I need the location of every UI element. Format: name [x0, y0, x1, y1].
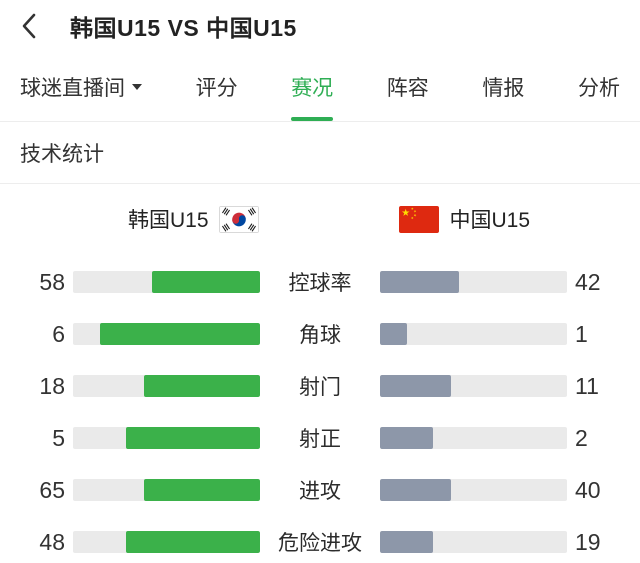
stat-row: 48 危险进攻 19 [0, 516, 640, 563]
tab-lineup[interactable]: 阵容 [386, 76, 429, 100]
home-bar-fill [151, 271, 260, 293]
stat-label: 射正 [299, 428, 341, 451]
away-value: 40 [575, 476, 601, 503]
stat-row: 5 射正 2 [0, 412, 640, 464]
home-bar [73, 375, 260, 397]
stat-row: 6 角球 1 [0, 308, 640, 360]
away-bar-fill [380, 375, 451, 397]
south-korea-flag-icon [218, 205, 259, 233]
china-flag-icon [399, 205, 440, 233]
away-bar-fill [380, 323, 407, 345]
tab-intel[interactable]: 情报 [482, 76, 525, 100]
chevron-left-icon [22, 13, 36, 39]
home-bar-fill [99, 323, 260, 345]
back-button[interactable] [20, 11, 46, 41]
section-title: 技术统计 [0, 122, 640, 184]
away-bar [380, 323, 567, 345]
home-value: 6 [52, 320, 65, 347]
header: 韩国U15 VS 中国U15 [0, 0, 640, 52]
stat-row: 58 控球率 42 [0, 256, 640, 308]
away-value: 42 [575, 268, 601, 295]
away-value: 2 [575, 424, 588, 451]
home-bar [73, 271, 260, 293]
home-bar-fill [126, 531, 260, 553]
home-bar [73, 479, 260, 501]
home-bar-fill [144, 479, 260, 501]
home-team-name: 韩国U15 [128, 209, 209, 232]
away-bar [380, 531, 567, 553]
away-bar [380, 375, 567, 397]
away-bar-fill [380, 271, 459, 293]
tab-fan-live-dropdown[interactable]: 球迷直播间 [20, 52, 142, 121]
stat-label: 角球 [299, 324, 341, 347]
stat-row: 18 射门 11 [0, 360, 640, 412]
away-team-name: 中国U15 [449, 209, 530, 232]
home-bar [73, 323, 260, 345]
teams-row: 韩国U15 [0, 199, 640, 239]
away-value: 1 [575, 320, 588, 347]
home-value: 18 [39, 372, 65, 399]
home-bar-fill [126, 427, 260, 449]
home-team: 韩国U15 [128, 204, 259, 234]
home-bar [73, 427, 260, 449]
away-value: 19 [575, 528, 601, 555]
away-bar [380, 427, 567, 449]
home-value: 48 [39, 528, 65, 555]
home-value: 65 [39, 476, 65, 503]
dropdown-label: 球迷直播间 [20, 76, 125, 100]
tab-analysis[interactable]: 分析 [577, 76, 620, 100]
stat-label: 控球率 [288, 272, 352, 295]
stat-label: 危险进攻 [278, 532, 362, 555]
home-value: 58 [39, 268, 65, 295]
away-team: 中国U15 [399, 204, 530, 234]
away-bar [380, 479, 567, 501]
stat-label: 进攻 [299, 480, 341, 503]
home-value: 5 [52, 424, 65, 451]
away-bar-fill [380, 531, 434, 553]
home-bar-fill [143, 375, 260, 397]
home-bar [73, 531, 260, 553]
tab-bar: 球迷直播间 评分 赛况 阵容 情报 分析 [0, 52, 640, 122]
tab-match-status[interactable]: 赛况 [291, 52, 333, 121]
stats-list: 58 控球率 42 6 角球 1 18 [0, 256, 640, 563]
away-value: 11 [575, 372, 599, 399]
away-bar-fill [380, 427, 434, 449]
tab-rating[interactable]: 评分 [195, 76, 238, 100]
away-bar-fill [380, 479, 452, 501]
stat-label: 射门 [299, 376, 341, 399]
page-title: 韩国U15 VS 中国U15 [70, 15, 297, 41]
away-bar [380, 271, 567, 293]
stat-row: 65 进攻 40 [0, 464, 640, 516]
caret-down-icon [132, 83, 142, 90]
